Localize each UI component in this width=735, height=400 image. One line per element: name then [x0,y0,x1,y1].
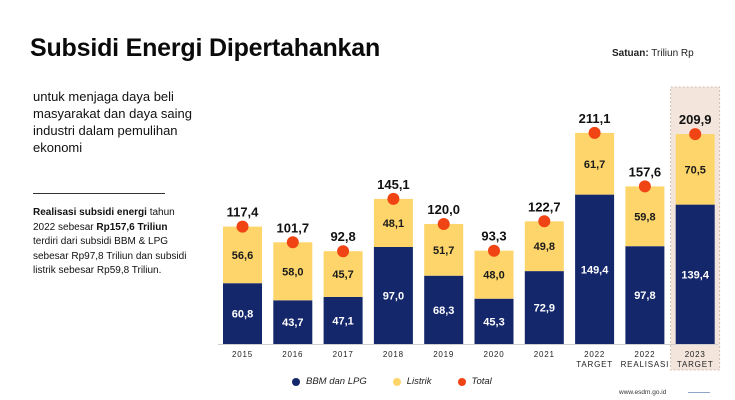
data-label-total: 117,4 [227,205,260,220]
total-point [337,245,350,258]
legend-item-listrik: Listrik [392,376,432,387]
bar-bbm-lpg [273,300,313,344]
bar-listrik [373,198,413,247]
data-label-listrik: 48,1 [383,218,404,230]
bar-listrik [424,224,464,276]
bar-bbm-lpg [675,204,715,344]
data-label-total: 157,6 [629,164,662,179]
highlight-border [670,86,721,371]
data-label-total: 211,1 [579,111,611,126]
bar-listrik [575,132,615,195]
bar-bbm-lpg [524,271,564,344]
bar-bbm-lpg [575,194,615,344]
data-label-listrik: 56,6 [232,250,253,262]
total-point [638,180,651,193]
bar-listrik [323,251,363,297]
data-label-bbm-lpg: 139,4 [681,269,709,281]
data-label-bbm-lpg: 68,3 [433,305,454,317]
bar-bbm-lpg [625,246,665,344]
legend-dot-total [457,377,466,386]
x-tick-label: 2017 [333,350,354,359]
bar-bbm-lpg [223,283,262,344]
unit-label: Satuan: Triliun Rp [612,48,694,59]
x-tick-label: 2020 [484,350,505,359]
note-bold-2: Rp157,6 Triliun [96,221,168,233]
bar-bbm-lpg [373,247,413,344]
footer-line [688,392,710,393]
data-label-listrik: 70,5 [684,164,705,176]
data-label-total: 122,7 [528,199,561,214]
total-point [588,126,601,139]
data-label-listrik: 59,8 [634,211,655,223]
x-tick-label: 2016 [282,350,303,359]
data-label-bbm-lpg: 47,1 [332,315,353,327]
divider [33,193,165,194]
data-label-total: 209,9 [679,112,712,127]
total-point [387,192,400,205]
legend-item-bbm: BBM dan LPG [292,376,367,387]
data-label-bbm-lpg: 45,3 [483,316,504,328]
legend-dot-bbm [292,377,300,386]
total-point [236,220,249,233]
data-label-listrik: 51,7 [433,245,454,257]
unit-label-value: Triliun Rp [651,48,694,59]
bar-listrik [474,250,514,299]
summary-note: Realisasi subsidi energi tahun 2022 sebe… [33,206,193,279]
total-point [437,218,450,230]
total-point [488,244,500,257]
data-label-total: 120,0 [427,202,460,217]
x-tick-label: 2019 [433,350,454,359]
legend-label-total: Total [471,376,492,387]
total-point [286,236,299,249]
data-label-listrik: 48,0 [483,270,504,282]
x-tick-label: 2018 [383,350,404,359]
data-label-bbm-lpg: 72,9 [534,303,555,315]
legend-dot-listrik [392,377,401,386]
x-tick-label: 2015 [232,350,253,359]
data-label-bbm-lpg: 60,8 [232,309,253,321]
bar-listrik [524,221,564,272]
data-label-bbm-lpg: 43,7 [282,317,303,329]
note-bold-1: Realisasi subsidi energi [33,207,147,218]
legend-label-bbm: BBM dan LPG [306,376,367,387]
page-title: Subsidi Energi Dipertahankan [30,34,381,62]
x-tick-label: 2021 [534,350,555,359]
data-label-total: 101,7 [277,220,310,235]
data-label-listrik: 58,0 [282,266,303,278]
note-text-2: terdiri dari subsidi BBM & LPG sebesar R… [33,236,187,277]
data-label-bbm-lpg: 97,8 [634,290,655,302]
data-label-listrik: 49,8 [534,241,555,253]
bar-listrik [675,134,715,205]
total-point [689,128,702,141]
unit-label-key: Satuan: [612,48,649,59]
legend-item-total: Total [457,376,492,387]
bar-bbm-lpg [424,275,464,344]
data-label-listrik: 45,7 [332,269,353,281]
bar-bbm-lpg [474,298,514,344]
x-tick-label: 2022 REALISASI [621,350,670,369]
data-label-total: 145,1 [377,177,410,192]
data-label-total: 92,8 [330,229,355,244]
subtitle: untuk menjaga daya beli masyarakat dan d… [33,89,192,155]
footer-url: www.esdm.go.id [619,389,667,396]
chart-legend: BBM dan LPG Listrik Total [292,376,492,387]
data-label-total: 93,3 [481,229,506,244]
x-tick-label: 2022 TARGET [576,350,613,369]
bar-bbm-lpg [323,296,363,344]
bar-listrik [273,242,313,301]
x-tick-label: 2023 TARGET [677,350,714,369]
data-label-bbm-lpg: 149,4 [581,264,609,276]
bar-listrik [223,226,262,284]
legend-label-listrik: Listrik [406,376,432,387]
data-label-bbm-lpg: 97,0 [383,291,404,303]
data-label-listrik: 61,7 [584,159,605,171]
total-point [538,215,551,228]
bar-listrik [625,186,665,247]
note-text-1: tahun 2022 sebesar [33,207,175,233]
